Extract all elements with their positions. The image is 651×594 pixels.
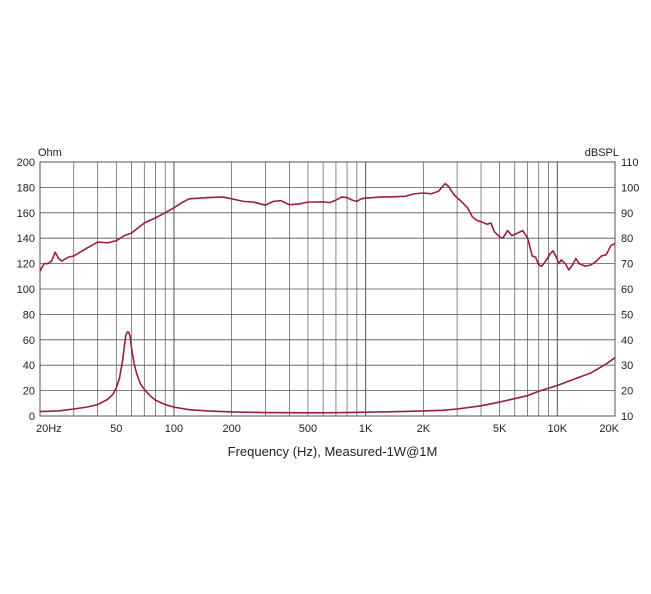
x-tick-label: 5K <box>493 423 507 435</box>
plot-border <box>39 161 616 417</box>
y-right-tick-label: 60 <box>621 284 633 296</box>
y-right-tick-labels: 10 20 30 40 50 60 70 80 90 100 110 <box>621 157 639 423</box>
x-tick-label: 50 <box>110 423 122 435</box>
y-left-tick-label: 120 <box>17 259 35 271</box>
y-left-tick-label: 80 <box>23 309 35 321</box>
y-left-tick-label: 60 <box>23 335 35 347</box>
y-left-tick-label: 20 <box>23 386 35 398</box>
y-right-tick-label: 70 <box>621 259 633 271</box>
x-tick-labels: 20Hz 50 100 200 500 1K 2K 5K 10K 20K <box>36 423 620 435</box>
y-left-tick-label: 160 <box>17 208 35 220</box>
y-right-tick-label: 50 <box>621 309 633 321</box>
y-left-tick-labels: 0 20 40 60 80 100 120 140 160 180 200 <box>17 157 35 423</box>
x-tick-label: 20Hz <box>36 423 62 435</box>
y-right-tick-label: 90 <box>621 208 633 220</box>
y-right-tick-label: 10 <box>621 411 633 423</box>
y-left-tick-label: 140 <box>17 233 35 245</box>
x-tick-label: 500 <box>299 423 317 435</box>
y-left-tick-label: 100 <box>17 284 35 296</box>
y-right-tick-label: 110 <box>621 157 639 169</box>
x-tick-label: 10K <box>548 423 568 435</box>
y-left-tick-label: 180 <box>17 182 35 194</box>
x-tick-label: 20K <box>599 423 619 435</box>
y-left-tick-label: 0 <box>29 411 35 423</box>
y-right-axis-label: dBSPL <box>585 147 619 159</box>
y-right-tick-label: 40 <box>621 335 633 347</box>
x-axis-label: Frequency (Hz), Measured-1W@1M <box>228 444 438 459</box>
y-right-tick-label: 20 <box>621 386 633 398</box>
series-layer <box>39 182 616 414</box>
x-tick-label: 200 <box>222 423 240 435</box>
y-left-tick-label: 200 <box>17 157 35 169</box>
spl-response-curve <box>39 182 616 272</box>
y-right-tick-label: 30 <box>621 360 633 372</box>
x-tick-label: 100 <box>165 423 183 435</box>
grid <box>39 161 616 417</box>
y-left-tick-label: 40 <box>23 360 35 372</box>
x-tick-label: 2K <box>417 423 431 435</box>
impedance-curve <box>39 331 616 414</box>
y-left-axis-label: Ohm <box>38 147 62 159</box>
x-tick-label: 1K <box>359 423 373 435</box>
y-right-tick-label: 80 <box>621 233 633 245</box>
y-right-tick-label: 100 <box>621 182 639 194</box>
